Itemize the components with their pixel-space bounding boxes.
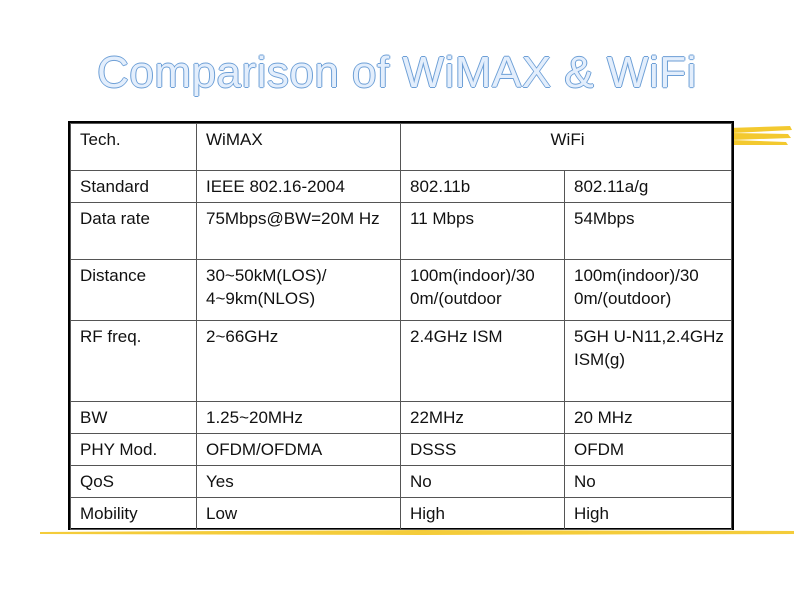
table-row: Distance 30~50kM(LOS)/ 4~9km(NLOS) 100m(… [70, 259, 732, 321]
row-label: BW [70, 401, 197, 434]
cell-wifi-ag: OFDM [564, 433, 732, 466]
row-label: PHY Mod. [70, 433, 197, 466]
row-label: QoS [70, 465, 197, 498]
table-row: QoS Yes No No [70, 465, 732, 498]
cell-wifi-b: No [400, 465, 565, 498]
cell-wimax: 30~50kM(LOS)/ 4~9km(NLOS) [196, 259, 401, 321]
row-label: Standard [70, 170, 197, 203]
table-row: RF freq. 2~66GHz 2.4GHz ISM 5GH U-N11,2.… [70, 320, 732, 402]
cell-wimax: 1.25~20MHz [196, 401, 401, 434]
cell-wimax: IEEE 802.16-2004 [196, 170, 401, 203]
cell-wimax: 75Mbps@BW=20M Hz [196, 202, 401, 260]
comparison-table: Tech. WiMAX WiFi Standard IEEE 802.16-20… [70, 123, 732, 530]
cell-wifi-ag: 5GH U-N11,2.4GHz ISM(g) [564, 320, 732, 402]
table-row: PHY Mod. OFDM/OFDMA DSSS OFDM [70, 433, 732, 466]
cell-wimax: 2~66GHz [196, 320, 401, 402]
table-row: Mobility Low High High [70, 497, 732, 530]
header-wifi: WiFi [400, 123, 732, 171]
slide-title: Comparison of WiMAX & WiFi [97, 48, 697, 97]
table-row: Standard IEEE 802.16-2004 802.11b 802.11… [70, 170, 732, 203]
row-label: Distance [70, 259, 197, 321]
table-header-row: Tech. WiMAX WiFi [70, 123, 732, 171]
cell-wifi-ag: 54Mbps [564, 202, 732, 260]
cell-wifi-ag: 802.11a/g [564, 170, 732, 203]
comparison-table-container: Tech. WiMAX WiFi Standard IEEE 802.16-20… [68, 121, 734, 530]
cell-wimax: Yes [196, 465, 401, 498]
cell-wimax: Low [196, 497, 401, 530]
cell-wifi-ag: No [564, 465, 732, 498]
cell-wifi-b: 802.11b [400, 170, 565, 203]
cell-wifi-ag: High [564, 497, 732, 530]
row-label: Data rate [70, 202, 197, 260]
highlighter-stroke-bottom [40, 530, 794, 535]
cell-wifi-b: 11 Mbps [400, 202, 565, 260]
header-tech: Tech. [70, 123, 197, 171]
cell-wifi-b: 2.4GHz ISM [400, 320, 565, 402]
highlighter-stroke-right [728, 126, 792, 145]
cell-wimax: OFDM/OFDMA [196, 433, 401, 466]
row-label: Mobility [70, 497, 197, 530]
cell-wifi-b: DSSS [400, 433, 565, 466]
cell-wifi-ag: 100m(indoor)/30 0m/(outdoor) [564, 259, 732, 321]
table-row: BW 1.25~20MHz 22MHz 20 MHz [70, 401, 732, 434]
row-label: RF freq. [70, 320, 197, 402]
header-wimax: WiMAX [196, 123, 401, 171]
cell-wifi-ag: 20 MHz [564, 401, 732, 434]
cell-wifi-b: High [400, 497, 565, 530]
cell-wifi-b: 100m(indoor)/30 0m/(outdoor [400, 259, 565, 321]
table-row: Data rate 75Mbps@BW=20M Hz 11 Mbps 54Mbp… [70, 202, 732, 260]
cell-wifi-b: 22MHz [400, 401, 565, 434]
